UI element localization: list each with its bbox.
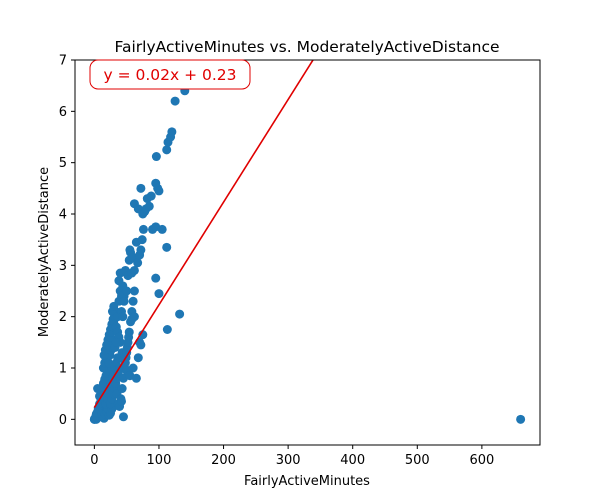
y-tick-label: 5 <box>59 156 67 171</box>
data-point <box>151 152 161 162</box>
data-point <box>129 265 139 275</box>
y-tick-label: 4 <box>59 208 67 223</box>
data-point <box>162 325 172 334</box>
y-tick-label: 2 <box>59 310 67 325</box>
y-tick-label: 3 <box>59 259 67 274</box>
data-point <box>122 286 132 296</box>
plot-frame <box>74 59 541 446</box>
x-tick-label: 0 <box>90 453 98 468</box>
fit-line <box>93 60 314 408</box>
data-point <box>138 330 148 340</box>
x-tick-label: 500 <box>405 453 430 468</box>
data-point <box>129 312 139 322</box>
data-point <box>170 96 180 106</box>
data-point <box>129 286 139 296</box>
x-tick-label: 600 <box>469 453 494 468</box>
data-point <box>128 363 138 373</box>
data-point <box>167 127 177 137</box>
fit-equation-annotation: y = 0.02x + 0.23 <box>89 59 251 90</box>
data-point <box>516 414 526 424</box>
data-point <box>125 245 135 255</box>
x-tick-label: 100 <box>147 453 172 468</box>
data-point <box>133 258 143 268</box>
x-tick-label: 400 <box>340 453 365 468</box>
data-point <box>162 145 172 155</box>
x-tick-label: 200 <box>211 453 236 468</box>
y-tick-label: 1 <box>59 362 67 377</box>
chart-title: FairlyActiveMinutes vs. ModeratelyActive… <box>114 38 499 56</box>
data-point <box>122 348 132 358</box>
data-point <box>104 358 114 368</box>
data-point <box>154 289 164 299</box>
fit-equation-box <box>89 59 251 90</box>
y-tick-label: 0 <box>59 413 67 428</box>
data-point <box>144 201 154 211</box>
y-tick-label: 6 <box>59 105 67 120</box>
y-axis: 0 1 2 3 4 5 6 7 <box>59 54 75 428</box>
data-point <box>117 396 126 406</box>
data-point <box>133 353 143 363</box>
data-point <box>118 312 128 322</box>
data-point <box>154 186 164 196</box>
data-point <box>119 296 129 306</box>
data-point <box>124 327 134 337</box>
data-point <box>162 242 172 252</box>
data-point <box>136 183 146 193</box>
data-point <box>111 337 121 347</box>
data-point <box>131 373 141 383</box>
x-tick-label: 300 <box>276 453 301 468</box>
y-axis-label: ModeratelyActiveDistance <box>37 167 52 337</box>
points-layer <box>89 86 526 424</box>
data-point <box>136 340 146 350</box>
data-point <box>137 235 147 245</box>
x-axis: 0 100 200 300 400 500 600 <box>90 445 494 468</box>
data-point <box>123 337 133 347</box>
data-point <box>175 309 185 319</box>
data-point <box>146 191 156 201</box>
x-axis-label: FairlyActiveMinutes <box>244 474 370 489</box>
fit-layer <box>93 60 314 408</box>
data-point <box>157 224 167 234</box>
data-point <box>151 273 161 283</box>
data-point <box>128 296 138 306</box>
data-point <box>138 224 148 234</box>
fit-equation-text: y = 0.02x + 0.23 <box>103 66 236 84</box>
y-tick-label: 7 <box>59 54 67 69</box>
data-point <box>118 412 128 422</box>
data-point <box>136 245 146 255</box>
data-point <box>117 384 127 394</box>
